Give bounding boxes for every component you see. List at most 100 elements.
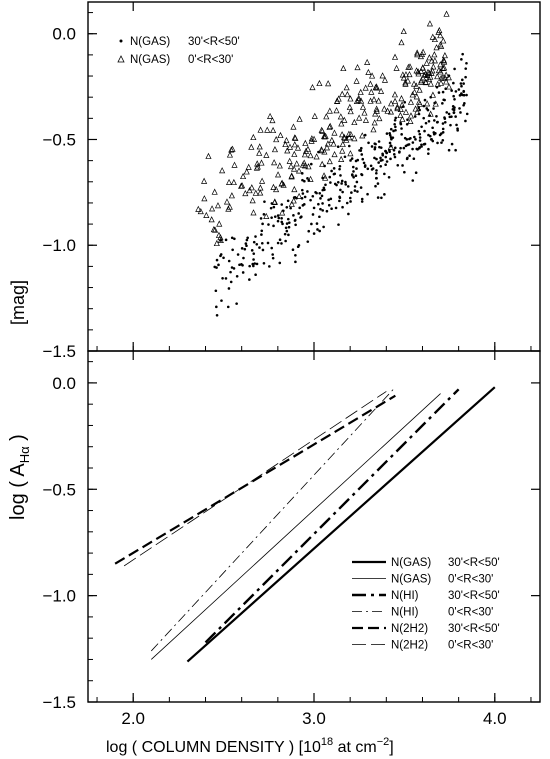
scatter-dot — [458, 94, 462, 97]
scatter-dot — [362, 161, 366, 165]
scatter-triangle — [263, 212, 270, 219]
scatter-triangle — [246, 187, 253, 194]
y-tick-label: −1.0 — [42, 236, 76, 255]
scatter-dot — [329, 181, 332, 184]
scatter-triangle — [341, 134, 348, 141]
scatter-dot — [374, 176, 378, 180]
scatter-triangle — [402, 71, 410, 78]
scatter-dot — [310, 222, 313, 226]
scatter-dot — [427, 152, 430, 155]
scatter-dot — [459, 111, 462, 114]
scatter-triangle — [339, 131, 346, 138]
scatter-triangle — [431, 57, 438, 64]
scatter-triangle — [429, 67, 436, 74]
scatter-dot — [354, 174, 358, 178]
scatter-triangle — [407, 112, 415, 119]
scatter-dot — [261, 222, 264, 226]
scatter-dot — [215, 266, 218, 269]
fit-line — [204, 388, 460, 644]
scatter-dot — [309, 162, 313, 166]
scatter-dot — [272, 224, 275, 228]
scatter-dot — [456, 129, 459, 132]
scatter-dot — [235, 302, 238, 305]
y-axis-title-subscript: Hα — [17, 446, 32, 463]
scatter-dot — [333, 172, 337, 176]
scatter-dot — [330, 169, 333, 173]
bottom-legend: N(GAS) 30'<R<50' N(GAS) 0'<R<30' N(HI) 30'<R<… — [352, 557, 500, 652]
scatter-dot — [435, 120, 439, 124]
scatter-dot — [283, 232, 287, 236]
scatter-dot — [245, 238, 249, 242]
scatter-triangle — [331, 129, 338, 136]
scatter-dot — [340, 182, 343, 185]
scatter-triangle — [257, 126, 264, 133]
scatter-dot — [269, 206, 273, 210]
scatter-dot — [267, 223, 270, 226]
x-axis-title-mid: at cm — [333, 739, 377, 756]
scatter-triangle — [364, 58, 371, 65]
scatter-dot — [388, 141, 392, 145]
scatter-triangle — [413, 82, 420, 89]
scatter-dot — [379, 164, 383, 168]
scatter-triangle — [340, 64, 347, 72]
scatter-dot — [438, 133, 442, 137]
scatter-dot — [351, 174, 354, 177]
scatter-triangle — [291, 141, 298, 148]
scatter-dot — [450, 89, 453, 92]
scatter-triangle — [373, 107, 380, 114]
bottom-y-ticks: 0.0 −0.5 −1.0 −1.5 — [42, 361, 540, 712]
scatter-triangle — [398, 39, 405, 46]
scatter-dot — [457, 88, 461, 91]
scatter-triangle — [229, 145, 236, 152]
scatter-triangle — [412, 105, 419, 112]
scatter-triangle — [414, 51, 421, 58]
scatter-dot — [303, 179, 306, 183]
scatter-triangle — [394, 104, 401, 112]
y-axis-title-main: log ( A — [7, 463, 29, 520]
scatter-dot — [458, 107, 461, 110]
scatter-triangle — [388, 100, 395, 107]
scatter-dot — [327, 203, 331, 207]
scatter-dot — [433, 119, 436, 122]
scatter-dot — [301, 178, 304, 182]
scatter-triangle — [231, 161, 238, 168]
scatter-triangle — [369, 72, 376, 79]
scatter-triangle — [368, 88, 375, 95]
scatter-dot — [217, 263, 220, 267]
scatter-dot — [322, 186, 326, 190]
scatter-triangle — [370, 96, 378, 103]
scatter-dot — [280, 220, 284, 224]
scatter-triangle — [264, 126, 271, 133]
scatter-dot — [363, 133, 367, 137]
scatter-dot — [248, 264, 251, 268]
scatter-dot — [359, 146, 363, 150]
scatter-triangle — [284, 147, 291, 154]
scatter-dot — [377, 161, 380, 164]
scatter-triangle — [356, 114, 363, 121]
scatter-dot — [347, 144, 351, 148]
scatter-triangle — [211, 226, 219, 233]
scatter-dot — [399, 121, 402, 125]
scatter-triangle — [437, 32, 444, 39]
scatter-dot — [380, 196, 383, 200]
scatter-triangle — [441, 58, 448, 65]
scatter-dot — [319, 197, 322, 200]
scatter-dot — [242, 256, 245, 260]
scatter-triangle — [301, 162, 309, 169]
scatter-triangle — [379, 72, 386, 79]
scatter-triangle — [373, 105, 380, 112]
scatter-triangle — [365, 68, 372, 75]
y-tick-label: 0.0 — [52, 25, 76, 44]
scatter-triangle — [210, 226, 217, 233]
scatter-dot — [459, 82, 463, 85]
scatter-dot — [387, 175, 391, 179]
scatter-dot — [418, 108, 421, 112]
scatter-triangle — [424, 100, 431, 107]
scatter-dot — [447, 148, 451, 152]
scatter-triangle — [367, 97, 374, 104]
scatter-dot — [384, 163, 387, 166]
scatter-dot — [266, 241, 270, 245]
scatter-dot — [240, 247, 244, 250]
scatter-dot — [363, 165, 367, 168]
scatter-triangle — [290, 123, 297, 130]
